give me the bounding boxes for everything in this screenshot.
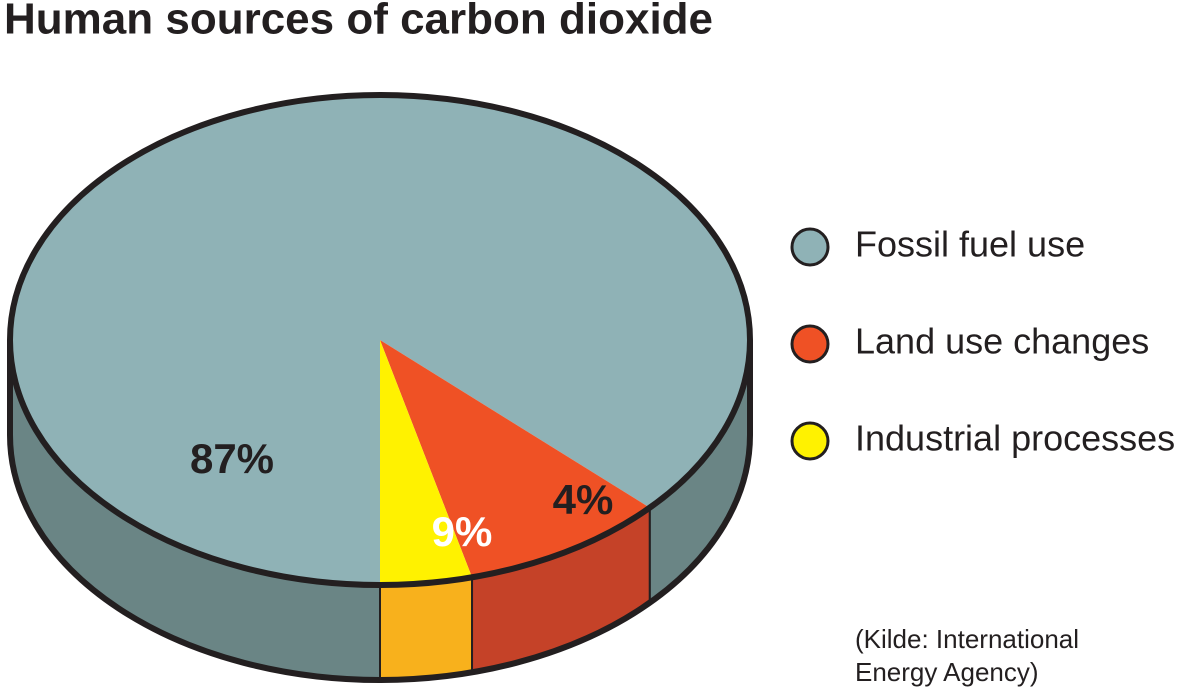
value-label: 9%	[432, 508, 493, 555]
source-note: (Kilde: International	[855, 624, 1079, 654]
slice-side	[379, 576, 474, 682]
chart-title: Human sources of carbon dioxide	[4, 0, 713, 44]
legend-marker	[790, 324, 830, 364]
value-label: 4%	[553, 476, 614, 523]
legend-label: Land use changes	[855, 321, 1149, 362]
legend: Fossil fuel use Land use changes Industria…	[790, 224, 1175, 461]
value-label: 87%	[190, 435, 274, 482]
pie	[7, 92, 753, 683]
pie-rim	[7, 92, 753, 588]
slice	[10, 95, 751, 585]
pie-outline	[7, 340, 753, 683]
source-note: Energy Agency)	[855, 657, 1039, 687]
slice	[380, 340, 650, 578]
slice	[380, 340, 473, 585]
legend-marker	[790, 421, 830, 461]
legend-marker	[790, 227, 830, 267]
legend-label: Fossil fuel use	[855, 224, 1085, 265]
legend-label: Industrial processes	[855, 418, 1175, 459]
